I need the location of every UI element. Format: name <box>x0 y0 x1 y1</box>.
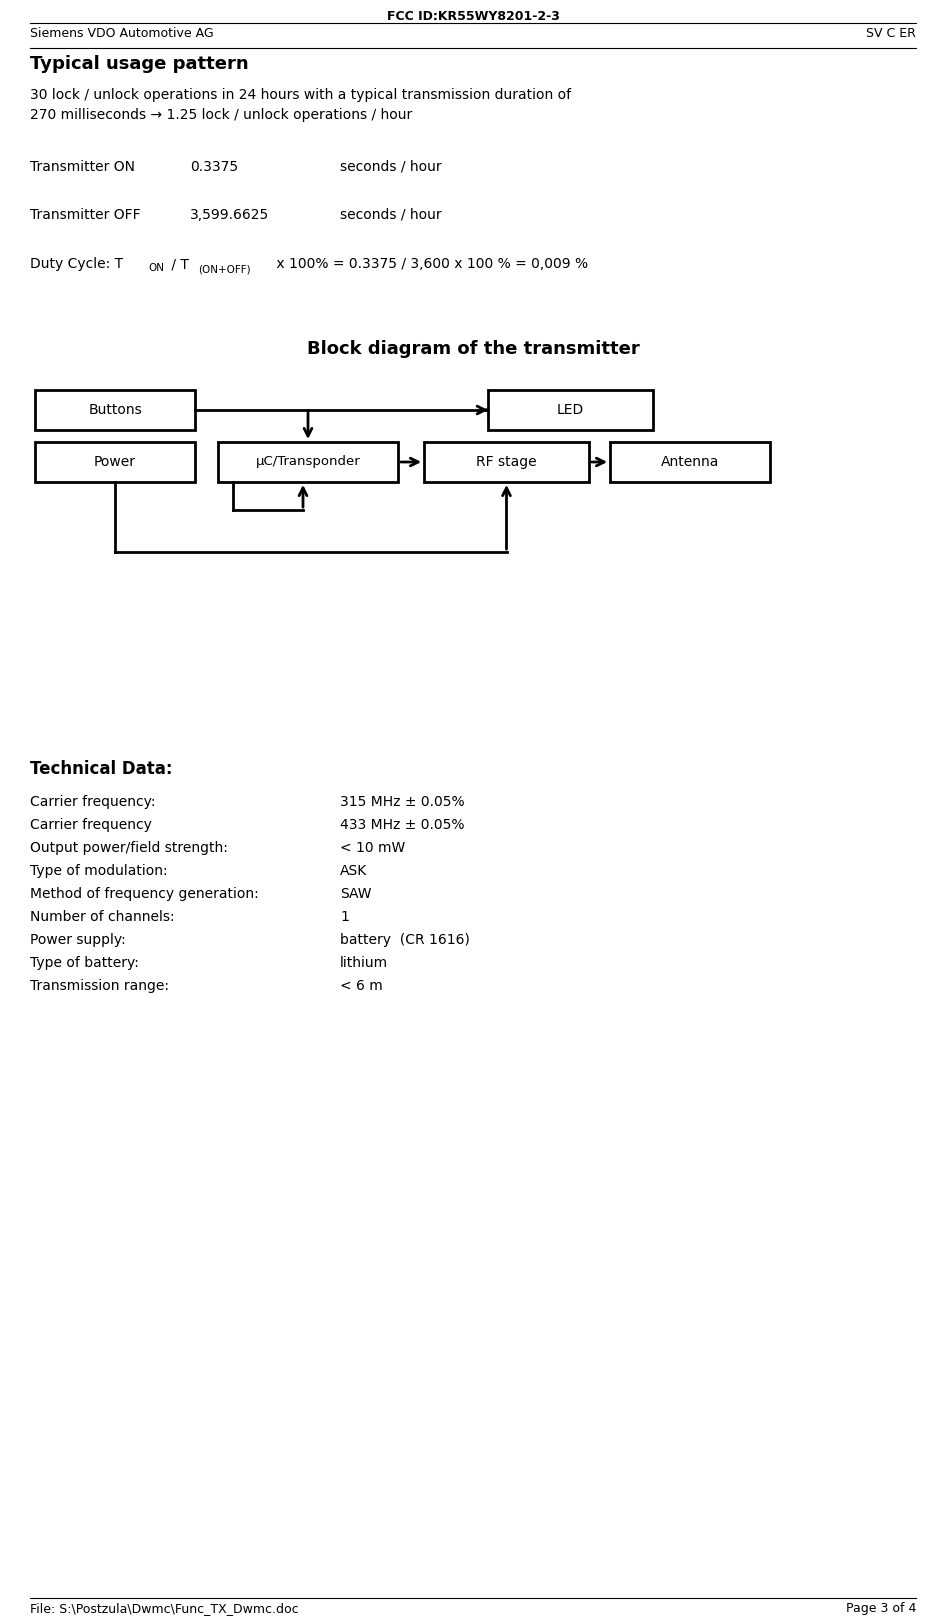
Text: Carrier frequency: Carrier frequency <box>30 818 152 833</box>
Text: FCC ID:KR55WY8201-2-3: FCC ID:KR55WY8201-2-3 <box>387 10 559 23</box>
Text: Number of channels:: Number of channels: <box>30 910 175 923</box>
Text: File: S:\Postzula\Dwmc\Func_TX_Dwmc.doc: File: S:\Postzula\Dwmc\Func_TX_Dwmc.doc <box>30 1602 299 1615</box>
Text: Buttons: Buttons <box>88 403 142 416</box>
Text: Transmitter ON: Transmitter ON <box>30 160 135 173</box>
Text: ON: ON <box>148 262 164 274</box>
Text: Page 3 of 4: Page 3 of 4 <box>846 1602 916 1615</box>
Text: SAW: SAW <box>340 888 372 901</box>
Text: 1: 1 <box>340 910 349 923</box>
Text: seconds / hour: seconds / hour <box>340 207 442 222</box>
Bar <box>35 390 195 429</box>
Text: Duty Cycle: T: Duty Cycle: T <box>30 258 123 271</box>
Text: Siemens VDO Automotive AG: Siemens VDO Automotive AG <box>30 28 214 40</box>
Text: (ON+OFF): (ON+OFF) <box>198 264 251 274</box>
Text: Transmission range:: Transmission range: <box>30 978 169 993</box>
Text: μC/Transponder: μC/Transponder <box>255 455 360 468</box>
Text: / T: / T <box>167 258 193 271</box>
Text: Power supply:: Power supply: <box>30 933 126 948</box>
Text: Technical Data:: Technical Data: <box>30 760 172 778</box>
Text: lithium: lithium <box>340 956 388 970</box>
Text: < 10 mW: < 10 mW <box>340 841 405 855</box>
Bar <box>218 442 398 483</box>
Text: Block diagram of the transmitter: Block diagram of the transmitter <box>307 340 639 358</box>
Text: Output power/field strength:: Output power/field strength: <box>30 841 228 855</box>
Text: seconds / hour: seconds / hour <box>340 160 442 173</box>
Text: Type of modulation:: Type of modulation: <box>30 863 167 878</box>
Text: 0.3375: 0.3375 <box>190 160 238 173</box>
Text: Transmitter OFF: Transmitter OFF <box>30 207 141 222</box>
Text: < 6 m: < 6 m <box>340 978 383 993</box>
Text: SV C ER: SV C ER <box>867 28 916 40</box>
Bar <box>488 390 653 429</box>
Text: Method of frequency generation:: Method of frequency generation: <box>30 888 259 901</box>
Text: x 100% = 0.3375 / 3,600 x 100 % = 0,009 %: x 100% = 0.3375 / 3,600 x 100 % = 0,009 … <box>272 258 588 271</box>
Text: Antenna: Antenna <box>661 455 719 470</box>
Text: battery  (CR 1616): battery (CR 1616) <box>340 933 470 948</box>
Text: 30 lock / unlock operations in 24 hours with a typical transmission duration of
: 30 lock / unlock operations in 24 hours … <box>30 87 571 122</box>
Text: 315 MHz ± 0.05%: 315 MHz ± 0.05% <box>340 795 464 808</box>
Text: 433 MHz ± 0.05%: 433 MHz ± 0.05% <box>340 818 464 833</box>
Text: LED: LED <box>557 403 584 416</box>
Text: ASK: ASK <box>340 863 367 878</box>
Bar <box>610 442 770 483</box>
Text: Power: Power <box>94 455 136 470</box>
Text: Type of battery:: Type of battery: <box>30 956 139 970</box>
Text: 3,599.6625: 3,599.6625 <box>190 207 270 222</box>
Bar <box>424 442 589 483</box>
Text: RF stage: RF stage <box>476 455 536 470</box>
Text: Carrier frequency:: Carrier frequency: <box>30 795 155 808</box>
Text: Typical usage pattern: Typical usage pattern <box>30 55 249 73</box>
Bar <box>35 442 195 483</box>
